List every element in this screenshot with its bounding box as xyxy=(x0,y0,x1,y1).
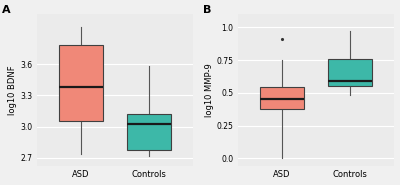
Bar xyxy=(59,45,103,122)
Bar xyxy=(127,114,171,150)
Bar xyxy=(328,59,372,86)
Y-axis label: log10 MMP-9: log10 MMP-9 xyxy=(204,63,214,117)
Bar xyxy=(260,87,304,109)
Text: B: B xyxy=(203,5,211,15)
Y-axis label: log10 BDNF: log10 BDNF xyxy=(8,65,18,115)
Text: A: A xyxy=(2,5,11,15)
